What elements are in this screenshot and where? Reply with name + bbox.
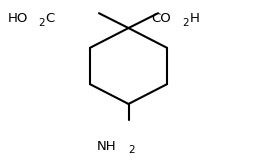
Text: C: C — [46, 12, 55, 25]
Text: HO: HO — [8, 12, 28, 25]
Text: NH: NH — [96, 140, 116, 152]
Text: 2: 2 — [182, 18, 189, 28]
Text: 2: 2 — [128, 146, 135, 155]
Text: CO: CO — [152, 12, 171, 25]
Text: H: H — [190, 12, 199, 25]
Text: 2: 2 — [38, 18, 45, 28]
